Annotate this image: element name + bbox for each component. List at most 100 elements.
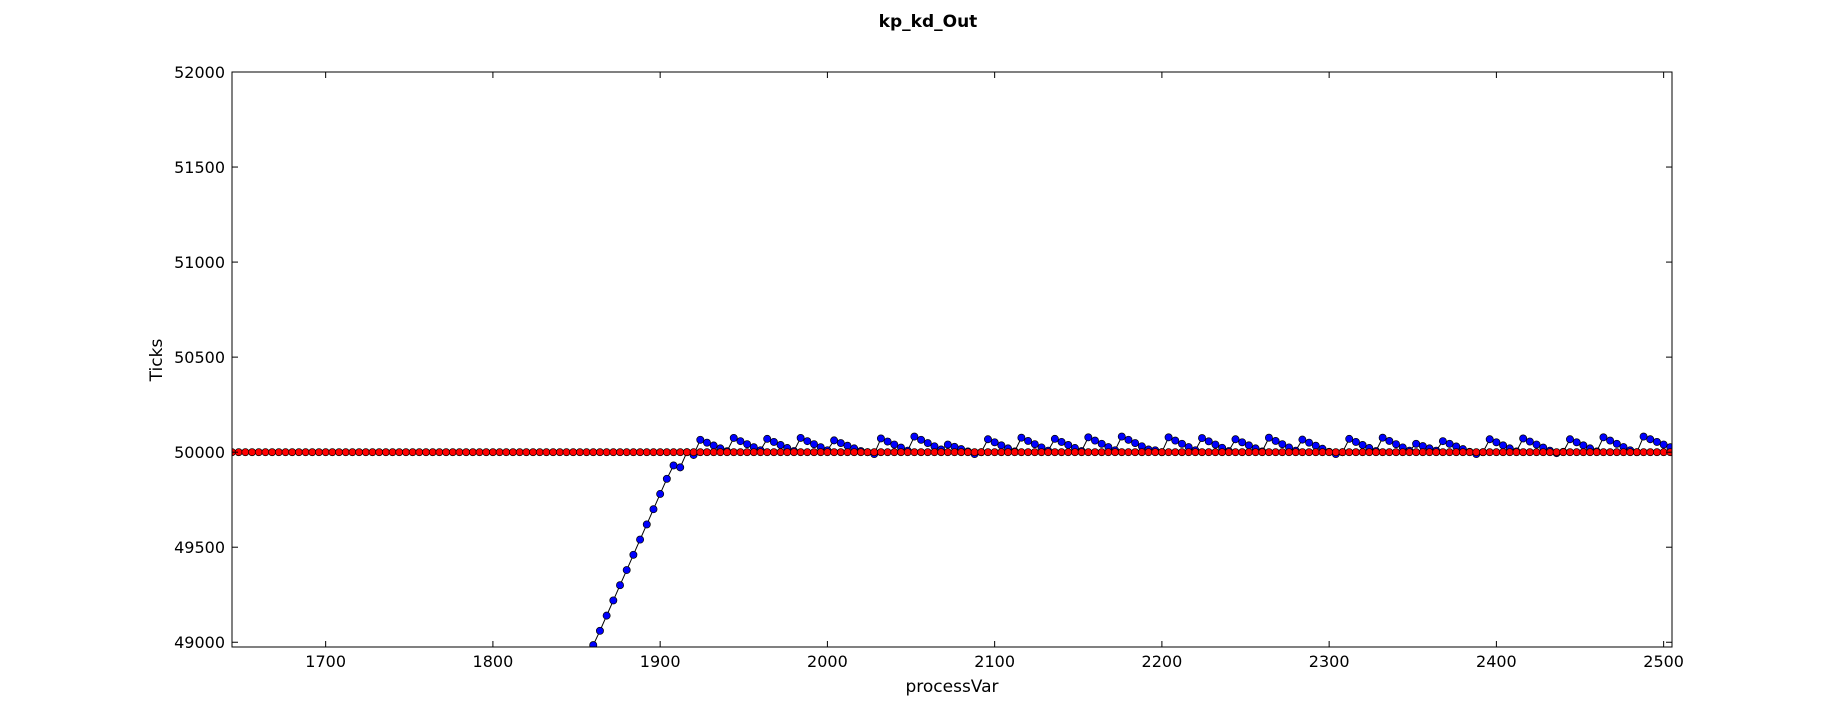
- series-red-point: [555, 448, 564, 457]
- series-red-point: [254, 448, 263, 457]
- x-tick-label: 1800: [473, 652, 514, 671]
- series-red-point: [636, 448, 645, 457]
- series-red-point: [1632, 448, 1641, 457]
- series-red-point: [462, 448, 471, 457]
- series-red-point: [1512, 448, 1521, 457]
- series-red-point: [1331, 448, 1340, 457]
- series-red-point: [756, 448, 765, 457]
- series-red-point: [475, 448, 484, 457]
- series-red-point: [388, 448, 397, 457]
- series-red-point: [1211, 448, 1220, 457]
- series-red-point: [1532, 448, 1541, 457]
- y-tick-label: 50000: [174, 443, 225, 462]
- series-blue-point: [729, 433, 738, 442]
- series-blue-point: [1525, 437, 1534, 446]
- series-red-point: [1592, 448, 1601, 457]
- series-blue-point: [1606, 436, 1615, 445]
- series-red-point: [930, 448, 939, 457]
- series-red-point: [1137, 448, 1146, 457]
- series-red-point: [1044, 448, 1053, 457]
- series-red-point: [448, 448, 457, 457]
- series-red-point: [1271, 448, 1280, 457]
- series-red-point: [1485, 448, 1494, 457]
- series-blue-point: [990, 438, 999, 447]
- series-red-point: [850, 448, 859, 457]
- series-blue-point: [1639, 432, 1648, 441]
- series-red-point: [428, 448, 437, 457]
- series-red-point: [1037, 448, 1046, 457]
- series-red-point: [509, 448, 517, 457]
- series-red-point: [549, 448, 558, 457]
- series-blue-point: [1131, 439, 1140, 447]
- series-red-point: [348, 448, 357, 457]
- series-red-point: [1499, 448, 1508, 457]
- series-blue-point: [763, 434, 772, 443]
- series-red-point: [589, 448, 598, 457]
- series-red-point: [883, 448, 892, 457]
- series-red-point: [515, 448, 524, 457]
- series-blue-point: [1305, 438, 1314, 447]
- series-red-point: [823, 448, 832, 457]
- y-tick-label: 49000: [174, 633, 225, 652]
- series-red-point: [716, 448, 725, 457]
- series-blue-point: [669, 461, 678, 470]
- series-red-point: [1278, 448, 1287, 457]
- series-red-point: [1606, 448, 1615, 457]
- series-red-point: [335, 448, 343, 457]
- series-red-point: [1144, 448, 1153, 457]
- series-red-point: [375, 448, 384, 457]
- series-blue-point: [810, 440, 818, 449]
- y-axis: 49000 49500 50000 50500 51000 51500 52000: [174, 63, 1672, 652]
- series-blue-point: [1351, 437, 1360, 446]
- series-blue-point: [736, 437, 745, 446]
- series-red-point: [321, 448, 330, 457]
- series-red-point: [1024, 448, 1033, 457]
- series-red-point: [903, 448, 912, 457]
- series-red-point: [1559, 448, 1568, 457]
- series-blue-point: [1358, 440, 1367, 449]
- series-red-point: [341, 448, 350, 457]
- x-tick-label: 2100: [974, 652, 1015, 671]
- series-red-point: [910, 448, 919, 457]
- y-tick-label: 49500: [174, 538, 225, 557]
- series-red-point: [315, 448, 323, 457]
- series-red-point: [542, 448, 551, 457]
- series-red-point: [1472, 448, 1481, 457]
- series-red-point: [810, 448, 818, 457]
- series-blue-point: [1164, 433, 1173, 442]
- series-red-point: [1612, 448, 1621, 457]
- series-blue-point: [709, 441, 718, 450]
- series-blue-point: [1057, 437, 1066, 446]
- x-tick-label: 2300: [1309, 652, 1350, 671]
- series-blue-point: [1024, 437, 1033, 445]
- series-blue-point: [589, 641, 598, 647]
- series-red-point: [917, 448, 926, 457]
- series-red-point: [836, 448, 845, 457]
- series-blue-point: [1091, 436, 1099, 445]
- x-axis: 1700 1800 1900 2000 2100 2200 2300 2400 2500: [305, 72, 1684, 671]
- series-red-point: [1338, 448, 1347, 457]
- series-red-point: [703, 448, 711, 457]
- series-red-point: [897, 448, 905, 457]
- series-blue-point: [1532, 440, 1541, 449]
- series-blue-point: [876, 434, 885, 443]
- series-blue-point: [595, 626, 604, 635]
- series-red-point: [1586, 448, 1594, 457]
- series-red-point: [783, 448, 792, 457]
- series-blue-point: [1566, 435, 1574, 444]
- series-red-point: [569, 448, 578, 457]
- series-blue-point: [622, 566, 631, 574]
- series-red-point: [301, 448, 310, 457]
- series-blue-point: [1612, 439, 1621, 448]
- series-red-point: [689, 448, 698, 457]
- series-red-point: [1070, 448, 1079, 457]
- series-red-point: [1218, 448, 1227, 457]
- series-red-point: [769, 448, 778, 457]
- series-red-point: [1398, 448, 1407, 457]
- series-blue-point: [676, 463, 685, 472]
- series-red-point: [1378, 448, 1387, 457]
- series-red-point: [1251, 448, 1260, 457]
- series-blue-point: [1659, 440, 1668, 449]
- series-blue-point: [1124, 435, 1133, 444]
- series-blue-point: [1579, 441, 1588, 450]
